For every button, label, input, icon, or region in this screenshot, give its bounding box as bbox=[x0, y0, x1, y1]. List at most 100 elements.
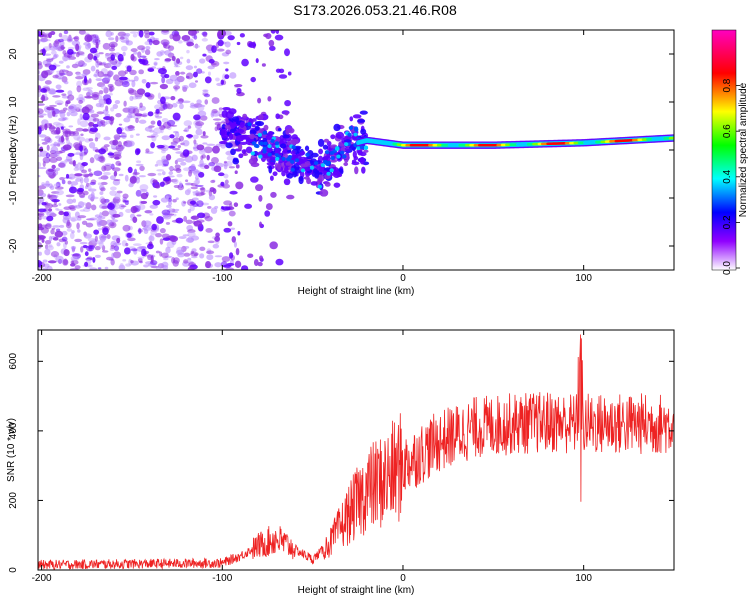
spectrogram-cell bbox=[330, 134, 336, 140]
spectrogram-cell bbox=[262, 146, 267, 151]
spectrogram-cell bbox=[91, 204, 97, 211]
spectrogram-cell bbox=[204, 99, 209, 105]
spectrogram-cell bbox=[281, 137, 287, 145]
spectrogram-cell bbox=[38, 251, 42, 256]
spectrogram-cell bbox=[191, 154, 198, 162]
spectrogram-cell bbox=[130, 248, 138, 252]
spectrogram-cell bbox=[82, 87, 90, 92]
spectrogram-cell bbox=[193, 179, 200, 185]
spectrogram-cell bbox=[283, 178, 291, 186]
spectrogram-cell bbox=[114, 192, 121, 200]
spectrogram-cell bbox=[65, 173, 70, 179]
spectrogram-cell bbox=[122, 51, 126, 57]
spectrogram-cell bbox=[210, 207, 218, 214]
spectrogram-cell bbox=[195, 121, 205, 127]
spectrogram-cell bbox=[105, 97, 112, 105]
spectrogram-cell bbox=[214, 262, 222, 268]
spectrogram-cell bbox=[275, 30, 280, 34]
spectrogram-cell bbox=[87, 89, 93, 96]
spectrogram-cell bbox=[333, 123, 341, 132]
spectrogram-cell bbox=[152, 179, 158, 184]
spectrogram-cell bbox=[344, 146, 351, 152]
colorbar-tick-label: 0.0 bbox=[722, 261, 733, 275]
spectrogram-cell bbox=[129, 175, 137, 184]
spectrogram-cell bbox=[342, 154, 347, 159]
spectrogram-cell bbox=[210, 179, 216, 184]
spectrogram-cell bbox=[149, 204, 158, 209]
spectrogram-cell bbox=[65, 194, 75, 198]
spectrogram-cell bbox=[287, 155, 293, 160]
spectrogram-cell bbox=[165, 154, 172, 161]
spectrogram-cell bbox=[155, 115, 163, 119]
spectrogram-cell bbox=[40, 88, 47, 93]
spectrogram-cell bbox=[82, 173, 90, 178]
spectrogram-cell bbox=[340, 150, 345, 155]
spectrogram-cell bbox=[67, 152, 75, 157]
spectrogram-cell bbox=[344, 135, 352, 140]
x-tick-label: 0 bbox=[400, 273, 406, 284]
spectrogram-cell bbox=[143, 220, 152, 226]
spectrogram-cell bbox=[275, 258, 284, 266]
y-tick-label: 400 bbox=[8, 422, 19, 439]
spectrogram-cell bbox=[124, 142, 133, 148]
spectrogram-cell bbox=[198, 149, 206, 155]
spectrogram-cell bbox=[196, 144, 205, 151]
spectrogram-cell bbox=[79, 241, 88, 245]
spectrogram-cell bbox=[229, 190, 238, 195]
spectrogram-cell bbox=[64, 240, 69, 245]
spectrogram-cell bbox=[101, 210, 110, 217]
spectrogram-cell bbox=[324, 182, 331, 187]
spectrogram-cell bbox=[154, 104, 162, 110]
spectrogram-cell bbox=[223, 173, 229, 179]
spectrogram-cell bbox=[193, 220, 202, 227]
spectrogram-cell bbox=[54, 230, 64, 238]
spectrogram-cell bbox=[79, 145, 83, 152]
spectrogram-cell bbox=[57, 162, 66, 168]
spectrogram-cell bbox=[199, 159, 204, 167]
spectrogram-cell bbox=[265, 203, 273, 210]
spectrogram-cell bbox=[44, 123, 48, 131]
spectrogram-cell bbox=[118, 163, 122, 166]
spectrogram-cell bbox=[62, 107, 68, 111]
colorbar-tick-label: 0.2 bbox=[722, 215, 733, 229]
spectrogram-cell bbox=[360, 128, 367, 135]
spectrogram-cell bbox=[206, 250, 215, 255]
spectrogram-cell bbox=[67, 94, 75, 101]
spectrogram-cell bbox=[132, 51, 139, 55]
spectrogram-cell bbox=[259, 141, 264, 146]
spectrogram-cell bbox=[126, 232, 132, 238]
spectrogram-cell bbox=[118, 173, 124, 177]
spectrogram-cell bbox=[235, 164, 240, 169]
spectrogram-cell bbox=[57, 139, 61, 142]
spectrogram-cell bbox=[223, 160, 227, 164]
spectrogram-cell bbox=[84, 206, 91, 209]
spectrogram-cell bbox=[100, 181, 108, 186]
y-tick-label: 0 bbox=[8, 567, 19, 573]
spectrogram-cell bbox=[317, 184, 322, 189]
spectrogram-cell bbox=[187, 125, 192, 129]
spectrogram-cell bbox=[72, 253, 80, 257]
spectrogram-cell bbox=[306, 177, 312, 185]
spectrogram-cell bbox=[38, 60, 43, 66]
spectrogram-cell bbox=[66, 130, 75, 135]
spectrogram-cell bbox=[324, 150, 330, 155]
x-tick-label: 100 bbox=[575, 573, 592, 584]
spectrogram-cell bbox=[113, 179, 121, 182]
spectrogram-cell bbox=[108, 37, 115, 41]
colorbar-tick-label: 0.4 bbox=[722, 169, 733, 183]
spectrogram-cell bbox=[113, 242, 122, 246]
spectrogram-cell bbox=[75, 43, 80, 52]
spectrogram-cell bbox=[79, 209, 86, 212]
spectrogram-cell bbox=[229, 252, 234, 259]
spectrogram-cell bbox=[175, 249, 185, 255]
spectrogram-cell bbox=[268, 165, 273, 174]
spectrogram-cell bbox=[228, 210, 236, 217]
spectrogram-cell bbox=[46, 215, 54, 222]
spectrogram-cell bbox=[264, 148, 274, 152]
spectrogram-cell bbox=[192, 190, 202, 194]
spectrogram-cell bbox=[305, 152, 310, 157]
spectrogram-cell bbox=[194, 184, 204, 188]
spectrogram-cell bbox=[282, 134, 291, 139]
spectrogram-cell bbox=[41, 138, 50, 142]
spectrogram-cell bbox=[173, 184, 181, 189]
